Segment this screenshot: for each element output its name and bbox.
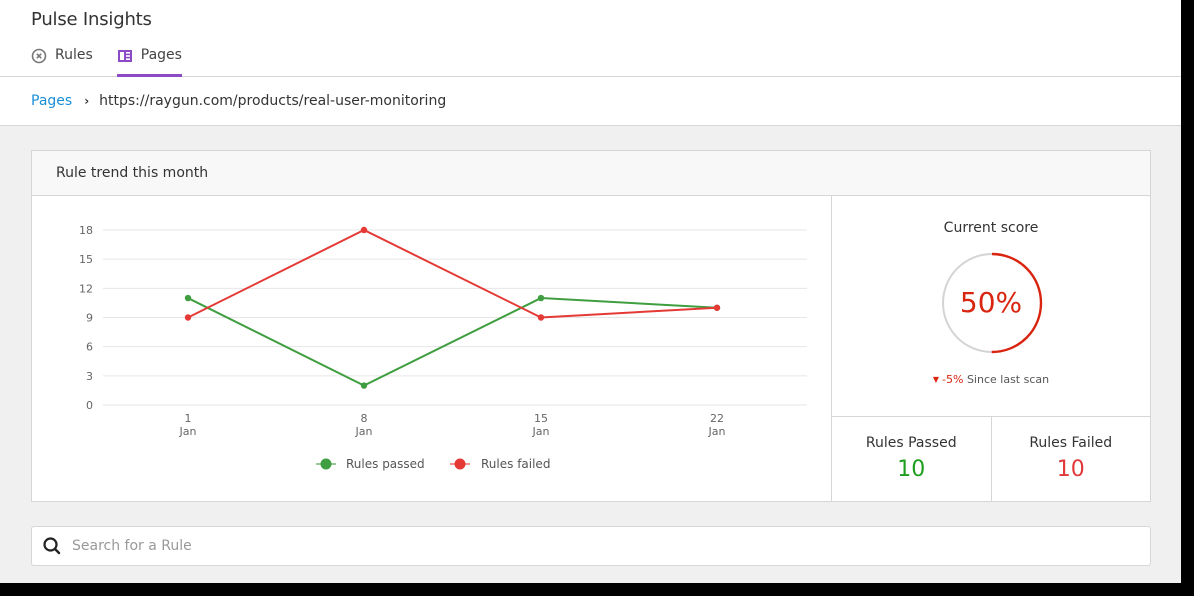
current-score-box: Current score 50% ▼ -5% Since last scan xyxy=(832,196,1150,417)
x-tick-day: 15 xyxy=(534,412,548,425)
rule-search-box[interactable] xyxy=(31,526,1151,566)
legend-label[interactable]: Rules passed xyxy=(346,457,425,471)
card-title: Rule trend this month xyxy=(32,151,1150,196)
app-title: Pulse Insights xyxy=(31,9,152,30)
rule-trend-chart: 0 3 6 9 12 15 18 1 Jan 8 Jan 15 Jan 22 Jan Rules passed… xyxy=(32,196,831,501)
y-tick-label: 9 xyxy=(86,312,93,325)
tab-rules[interactable]: Rules xyxy=(31,44,93,77)
score-delta: ▼ -5% Since last scan xyxy=(832,373,1150,386)
rules-passed-label: Rules Passed xyxy=(865,435,957,451)
top-bar: Pulse Insights Rules Pages xyxy=(0,0,1181,77)
x-tick-day: 8 xyxy=(361,412,368,425)
data-point[interactable] xyxy=(537,294,545,302)
data-point[interactable] xyxy=(360,382,368,389)
data-point[interactable] xyxy=(713,304,721,311)
x-tick-day: 1 xyxy=(185,412,192,425)
x-tick-month: Jan xyxy=(355,425,373,438)
series-line xyxy=(187,297,718,387)
rule-stats: Rules Passed 10 Rules Failed 10 xyxy=(832,417,1150,501)
rules-failed-stat: Rules Failed 10 xyxy=(990,417,1151,501)
y-tick-label: 6 xyxy=(86,341,93,354)
y-tick-label: 0 xyxy=(86,399,93,412)
legend-marker xyxy=(454,458,466,470)
score-title: Current score xyxy=(943,220,1039,236)
data-point[interactable] xyxy=(360,226,368,234)
breadcrumb: Pages › https://raygun.com/products/real… xyxy=(0,77,1181,126)
search-icon xyxy=(43,537,61,555)
y-tick-label: 15 xyxy=(79,253,93,266)
tab-bar: Rules Pages xyxy=(31,44,206,77)
delta-value: -5% xyxy=(942,373,964,386)
rules-passed-stat: Rules Passed 10 xyxy=(832,417,991,501)
rule-trend-card: Rule trend this month 0 3 6 9 12 15 18 1 Jan 8 Jan… xyxy=(31,150,1151,502)
x-tick-month: Jan xyxy=(532,425,550,438)
page-layout-icon xyxy=(117,50,132,62)
tab-pages[interactable]: Pages xyxy=(116,44,183,77)
data-point[interactable] xyxy=(184,314,192,321)
caret-down-icon: ▼ xyxy=(932,375,940,384)
x-tick-month: Jan xyxy=(179,425,197,438)
x-tick-day: 22 xyxy=(710,412,724,425)
legend-marker xyxy=(320,458,332,470)
app-window: Pulse Insights Rules Pages xyxy=(0,0,1181,583)
score-panel: Current score 50% ▼ -5% Since last scan R… xyxy=(831,196,1150,501)
rules-failed-value: 10 xyxy=(1056,457,1085,482)
tab-pages-label: Pages xyxy=(140,47,182,63)
x-tick-month: Jan xyxy=(708,425,726,438)
rules-failed-label: Rules Failed xyxy=(1029,435,1113,451)
data-point[interactable] xyxy=(184,294,192,302)
delta-label: Since last scan xyxy=(966,373,1050,386)
y-tick-label: 3 xyxy=(86,370,93,383)
tab-rules-label: Rules xyxy=(55,47,93,63)
data-point[interactable] xyxy=(537,314,545,321)
score-value: 50% xyxy=(959,286,1023,319)
x-circle-icon xyxy=(31,48,47,64)
search-input[interactable] xyxy=(72,538,1072,554)
y-tick-label: 12 xyxy=(79,282,93,295)
y-tick-label: 18 xyxy=(79,224,93,237)
legend-label[interactable]: Rules failed xyxy=(481,457,550,471)
breadcrumb-current-page: https://raygun.com/products/real-user-mo… xyxy=(99,93,447,109)
breadcrumb-pages-link[interactable]: Pages xyxy=(31,93,73,109)
series-line xyxy=(187,228,718,319)
score-gauge xyxy=(941,252,1043,354)
rules-passed-value: 10 xyxy=(897,457,926,482)
chevron-right-icon: › xyxy=(84,94,90,108)
